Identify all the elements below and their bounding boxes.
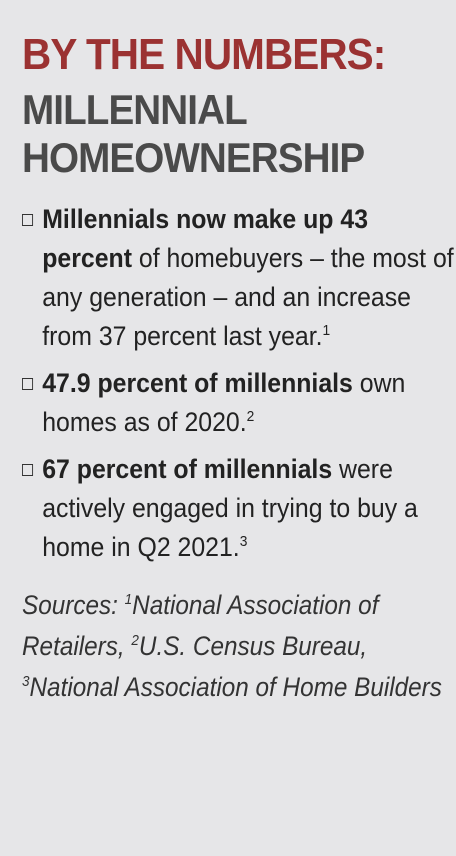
- checkbox-bullet-icon: [22, 214, 34, 226]
- stat-highlight: 47.9 percent of millennials: [42, 368, 353, 398]
- title-secondary: MILLENNIAL HOMEOWNERSHIP: [22, 86, 365, 181]
- title-primary: BY THE NUMBERS:: [22, 30, 386, 79]
- footnote-ref: 1: [322, 322, 331, 339]
- sources-prefix: Sources:: [22, 590, 125, 620]
- footnote-ref: 2: [246, 408, 255, 425]
- checkbox-bullet-icon: [22, 378, 34, 390]
- stat-text: were actively engaged in trying to buy a…: [42, 454, 418, 562]
- stat-item: 67 percent of millennials were actively …: [22, 450, 456, 567]
- stat-item: 47.9 percent of millennials own homes as…: [22, 364, 456, 442]
- source-name: U.S. Census Bureau: [138, 631, 361, 661]
- stat-text: of homebuyers – the most of any generati…: [42, 243, 454, 351]
- stat-highlight: Millennials now make up 43 percent: [42, 204, 369, 273]
- stat-highlight: 67 percent of millennials: [42, 454, 333, 484]
- source-name: National Association of Retailers: [22, 590, 379, 661]
- stat-item: Millennials now make up 43 percent of ho…: [22, 200, 456, 356]
- stat-text: own homes as of 2020.: [42, 368, 406, 437]
- footnote-ref: 3: [239, 533, 248, 550]
- stats-list: Millennials now make up 43 percent of ho…: [22, 200, 454, 567]
- footnote-ref: 2: [131, 632, 139, 649]
- footnote-ref: 3: [22, 673, 30, 690]
- checkbox-bullet-icon: [22, 464, 34, 476]
- footnote-ref: 1: [124, 591, 133, 608]
- sources-note: Sources: 1National Association of Retail…: [22, 590, 442, 702]
- source-name: National Association of Home Builders: [29, 672, 442, 702]
